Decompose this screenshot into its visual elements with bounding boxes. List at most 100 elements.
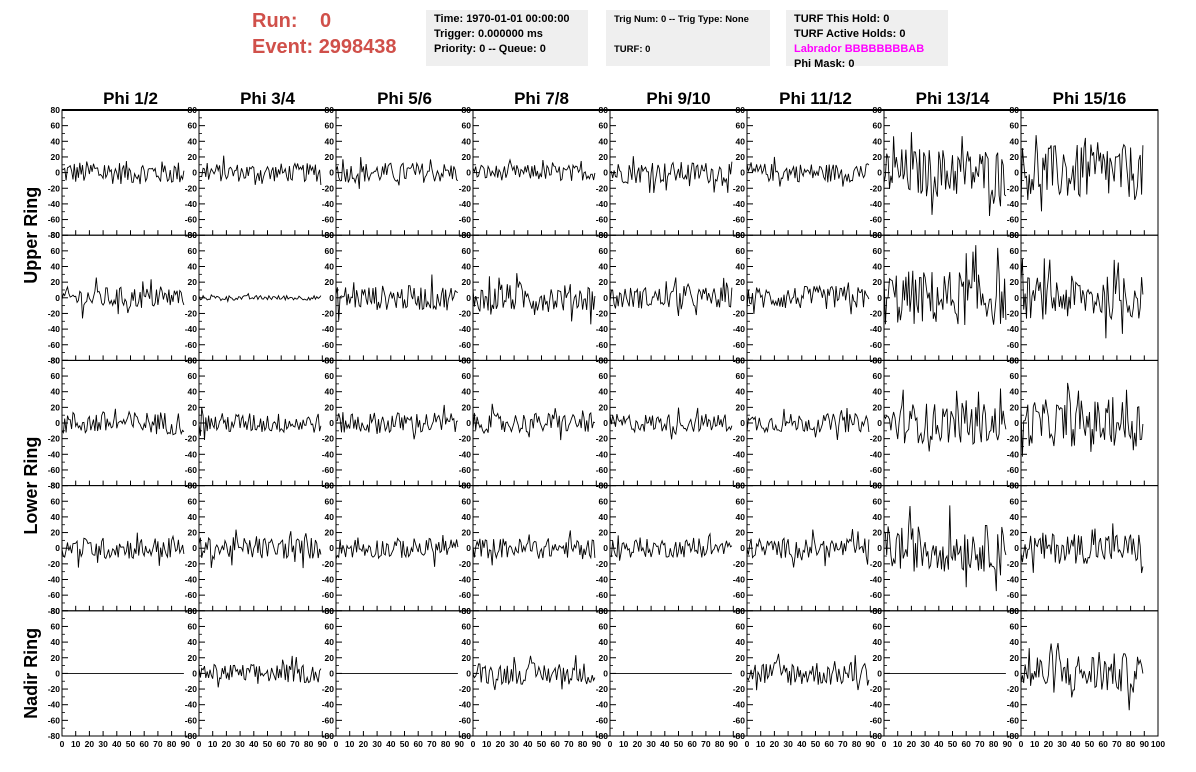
x-tick-label: 10 bbox=[756, 739, 766, 749]
y-tick-label: 20 bbox=[599, 528, 609, 538]
waveform-trace bbox=[1020, 523, 1144, 574]
y-tick-label: 40 bbox=[599, 512, 609, 522]
y-tick-label: 40 bbox=[599, 262, 609, 272]
column-title: Phi 1/2 bbox=[103, 89, 158, 108]
y-tick-label: 80 bbox=[873, 105, 883, 115]
y-tick-label: -40 bbox=[596, 324, 609, 334]
y-tick-label: 20 bbox=[325, 528, 335, 538]
y-tick-label: 80 bbox=[599, 230, 609, 240]
y-tick-label: 80 bbox=[873, 230, 883, 240]
x-tick-label: 10 bbox=[345, 739, 355, 749]
y-tick-label: 0 bbox=[55, 668, 60, 678]
y-tick-label: -20 bbox=[733, 308, 746, 318]
y-tick-label: -20 bbox=[48, 559, 61, 569]
y-tick-label: 20 bbox=[51, 152, 61, 162]
y-tick-label: 20 bbox=[1010, 277, 1020, 287]
y-tick-label: -60 bbox=[185, 715, 198, 725]
y-tick-label: -60 bbox=[733, 215, 746, 225]
y-tick-label: 0 bbox=[55, 543, 60, 553]
y-tick-label: -40 bbox=[596, 575, 609, 585]
y-tick-label: 80 bbox=[462, 230, 472, 240]
y-tick-label: -20 bbox=[596, 183, 609, 193]
waveform-panel bbox=[335, 359, 474, 487]
y-tick-label: -60 bbox=[322, 215, 335, 225]
y-tick-label: -40 bbox=[870, 575, 883, 585]
y-tick-label: 0 bbox=[1014, 293, 1019, 303]
y-tick-label: -80 bbox=[185, 731, 198, 741]
y-tick-label: -80 bbox=[733, 731, 746, 741]
x-tick-label: 100 bbox=[1151, 739, 1165, 749]
y-tick-label: 40 bbox=[325, 512, 335, 522]
y-tick-label: 80 bbox=[325, 105, 335, 115]
x-tick-label: 20 bbox=[1044, 739, 1054, 749]
x-tick-label: 80 bbox=[441, 739, 451, 749]
x-tick-label: 30 bbox=[235, 739, 245, 749]
waveform-panel bbox=[883, 485, 1022, 612]
y-tick-label: 80 bbox=[188, 105, 198, 115]
ring-title: Upper Ring bbox=[21, 187, 41, 284]
y-tick-label: -20 bbox=[1007, 183, 1020, 193]
x-tick-label: 70 bbox=[290, 739, 300, 749]
y-tick-label: 20 bbox=[736, 653, 746, 663]
y-tick-label: 0 bbox=[740, 668, 745, 678]
y-tick-label: 60 bbox=[599, 621, 609, 631]
event-value: 2998438 bbox=[318, 36, 397, 58]
y-tick-label: -40 bbox=[1007, 575, 1020, 585]
y-tick-label: -60 bbox=[459, 340, 472, 350]
y-tick-label: 80 bbox=[325, 355, 335, 365]
x-tick-label: 10 bbox=[208, 739, 218, 749]
y-tick-label: -40 bbox=[185, 324, 198, 334]
x-tick-label: 60 bbox=[550, 739, 560, 749]
x-tick-label: 0 bbox=[471, 739, 476, 749]
y-tick-label: 20 bbox=[873, 152, 883, 162]
x-tick-label: 10 bbox=[482, 739, 492, 749]
y-tick-label: 0 bbox=[192, 543, 197, 553]
x-tick-label: 20 bbox=[85, 739, 95, 749]
y-tick-label: -20 bbox=[733, 684, 746, 694]
y-tick-label: 60 bbox=[873, 621, 883, 631]
y-tick-label: 60 bbox=[51, 371, 61, 381]
y-tick-label: 40 bbox=[51, 262, 61, 272]
y-tick-label: 60 bbox=[1010, 496, 1020, 506]
y-tick-label: -20 bbox=[733, 559, 746, 569]
x-tick-label: 80 bbox=[167, 739, 177, 749]
run-label: Run: bbox=[252, 10, 298, 32]
y-tick-label: 60 bbox=[325, 246, 335, 256]
y-tick-label: 40 bbox=[1010, 512, 1020, 522]
y-tick-label: 60 bbox=[51, 621, 61, 631]
y-tick-label: -40 bbox=[48, 449, 61, 459]
y-tick-label: 0 bbox=[740, 293, 745, 303]
waveform-trace bbox=[472, 273, 596, 325]
y-tick-label: 40 bbox=[873, 387, 883, 397]
y-tick-label: -20 bbox=[459, 684, 472, 694]
y-tick-label: 60 bbox=[325, 371, 335, 381]
y-tick-label: -40 bbox=[185, 700, 198, 710]
waveform-trace bbox=[746, 653, 870, 691]
x-tick-label: 50 bbox=[537, 739, 547, 749]
y-tick-label: -40 bbox=[185, 449, 198, 459]
event-line: Event: 2998438 bbox=[252, 34, 422, 60]
y-tick-label: -60 bbox=[870, 340, 883, 350]
turf-info-box: TURF This Hold: 0 TURF Active Holds: 0 L… bbox=[786, 10, 948, 70]
x-tick-label: 0 bbox=[1019, 739, 1024, 749]
y-tick-label: 0 bbox=[603, 168, 608, 178]
y-tick-label: 60 bbox=[462, 371, 472, 381]
y-tick-label: 60 bbox=[51, 121, 61, 131]
y-tick-label: 80 bbox=[873, 606, 883, 616]
y-tick-label: 0 bbox=[877, 418, 882, 428]
y-tick-label: 0 bbox=[192, 293, 197, 303]
y-tick-label: -60 bbox=[459, 715, 472, 725]
x-tick-label: 10 bbox=[619, 739, 629, 749]
y-tick-label: 80 bbox=[188, 606, 198, 616]
x-tick-label: 30 bbox=[783, 739, 793, 749]
y-tick-label: 0 bbox=[329, 293, 334, 303]
x-tick-label: 60 bbox=[139, 739, 149, 749]
x-tick-label: 70 bbox=[975, 739, 985, 749]
x-tick-label: 40 bbox=[660, 739, 670, 749]
x-tick-label: 90 bbox=[181, 739, 191, 749]
x-tick-label: 50 bbox=[400, 739, 410, 749]
y-tick-label: -20 bbox=[322, 183, 335, 193]
y-tick-label: -80 bbox=[870, 731, 883, 741]
y-tick-label: 40 bbox=[736, 387, 746, 397]
run-value: 0 bbox=[320, 10, 332, 32]
